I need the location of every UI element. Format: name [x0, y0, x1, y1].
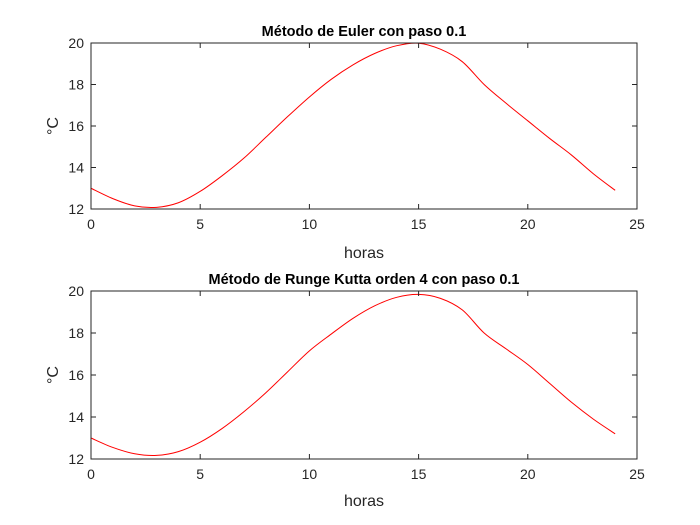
y-axis-label: °C	[45, 117, 62, 135]
subplot-euler: Método de Euler con paso 0.1 horas °C 0 5…	[45, 24, 645, 262]
x-tick-label: 20	[520, 466, 536, 482]
y-tick-label: 20	[68, 35, 84, 51]
x-tick-label: 5	[196, 216, 204, 232]
x-tick-label: 15	[411, 216, 427, 232]
x-axis-label: horas	[344, 245, 384, 262]
y-tick-label: 18	[68, 77, 84, 93]
y-tick-label: 14	[68, 160, 84, 176]
x-tick-label: 15	[411, 466, 427, 482]
chart-title: Método de Euler con paso 0.1	[262, 24, 467, 40]
chart-title: Método de Runge Kutta orden 4 con paso 0…	[209, 272, 520, 288]
x-tick-label: 0	[87, 466, 95, 482]
series-line	[90, 42, 616, 209]
y-axis-label: °C	[45, 366, 62, 384]
x-tick-label: 25	[629, 466, 645, 482]
x-axis-label: horas	[344, 493, 384, 510]
plot-area	[91, 43, 637, 209]
y-tick-label: 16	[68, 118, 84, 134]
x-tick-label: 10	[302, 466, 318, 482]
subplot-runge-kutta: Método de Runge Kutta orden 4 con paso 0…	[45, 272, 645, 510]
y-tick-label: 18	[68, 325, 84, 341]
y-tick-label: 20	[68, 283, 84, 299]
x-tick-label: 5	[196, 466, 204, 482]
series-line	[90, 293, 616, 457]
plot-area	[91, 291, 637, 459]
y-tick-label: 16	[68, 367, 84, 383]
x-tick-label: 0	[87, 216, 95, 232]
x-tick-label: 20	[520, 216, 536, 232]
y-tick-label: 14	[68, 409, 84, 425]
x-tick-label: 25	[629, 216, 645, 232]
y-tick-label: 12	[68, 201, 84, 217]
x-tick-label: 10	[302, 216, 318, 232]
y-tick-label: 12	[68, 451, 84, 467]
